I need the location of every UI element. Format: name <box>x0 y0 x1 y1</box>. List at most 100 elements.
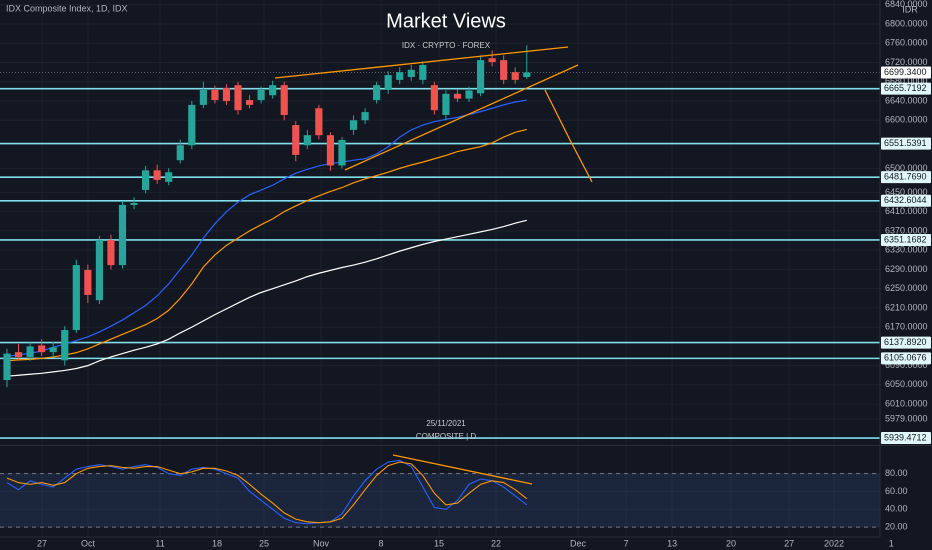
candle-body <box>292 125 300 155</box>
candle-body <box>234 85 242 111</box>
candle-body <box>269 85 277 96</box>
price-label: 6665.7192 <box>884 83 927 93</box>
price-label: 5939.4712 <box>884 432 927 442</box>
price-label-box <box>881 171 931 184</box>
x-tick-label: Nov <box>313 538 330 548</box>
x-tick-label: 15 <box>434 538 444 548</box>
chart-subtitle: IDX · CRYPTO · FOREX <box>402 41 491 50</box>
x-tick-label: Oct <box>81 538 96 548</box>
candle-body <box>303 135 311 146</box>
candle-body <box>280 85 288 115</box>
price-label: 6137.8920 <box>884 337 927 347</box>
y-tick-label: 6290.0000 <box>885 264 928 274</box>
candle-body <box>176 145 184 161</box>
price-label-box <box>881 352 931 365</box>
price-label-box <box>881 432 931 445</box>
price-label: 6432.6044 <box>884 195 927 205</box>
y-tick-label: 6720.0000 <box>885 57 928 67</box>
candle-body <box>407 69 415 77</box>
series-line <box>6 219 527 377</box>
price-label: 6105.0676 <box>884 353 927 363</box>
y-tick-label: 6010.0000 <box>885 398 928 408</box>
x-tick-label: 27 <box>37 538 47 548</box>
candle-body <box>61 330 69 361</box>
plot-layer <box>0 0 880 537</box>
price-label: 6699.3400 <box>884 67 927 77</box>
y-tick-label: 6050.0000 <box>885 379 928 389</box>
y-tick-label: 6840.0000 <box>885 0 928 9</box>
trend-line <box>344 64 579 171</box>
y-tick-label: 6640.0000 <box>885 95 928 105</box>
series-line <box>6 99 527 357</box>
y-tick-label: 6800.0000 <box>885 18 928 28</box>
candle-body <box>165 172 173 182</box>
candle-body <box>488 58 496 63</box>
candle-body <box>3 353 11 381</box>
candle-body <box>142 170 150 191</box>
candle-body <box>396 72 404 80</box>
candle-body <box>211 89 219 101</box>
x-tick-label: 8 <box>379 538 384 548</box>
y-tick-label: 6450.0000 <box>885 187 928 197</box>
x-tick-label: 7 <box>624 538 629 548</box>
price-label-box <box>881 137 931 150</box>
candle-body <box>453 93 462 99</box>
price-label-box <box>881 194 931 207</box>
y-tick-label: 6330.0000 <box>885 245 928 255</box>
y-tick-label: 6500.0000 <box>885 163 928 173</box>
candle-body <box>315 108 323 136</box>
candle-body <box>326 135 334 166</box>
y-tick-label: 6680.0000 <box>885 76 928 86</box>
candle-body <box>199 89 207 105</box>
y-tick-label: 40.00 <box>885 504 908 514</box>
candle-body <box>84 269 92 295</box>
projection-line <box>544 89 593 183</box>
divergence-line <box>392 454 533 485</box>
x-tick-label: 20 <box>726 538 736 548</box>
x-tick-label: Dec <box>570 538 587 548</box>
x-tick-label: 27 <box>784 538 794 548</box>
axis-layer: 27 Oct 11 18 25 Nov 8 15 22 Dec 7 13 20 27 2022 1 6840.0… <box>37 0 931 548</box>
candle-body <box>500 60 508 80</box>
price-label-box <box>881 66 931 79</box>
chart-title: Market Views <box>386 10 506 32</box>
y-axis-label: IDR <box>902 4 918 14</box>
candle-body <box>257 89 265 101</box>
candle-body <box>373 85 381 101</box>
series-line <box>6 461 528 524</box>
candle-body <box>118 204 127 266</box>
annotation: COMPOSITE | D <box>416 432 477 441</box>
candle-body <box>523 72 531 77</box>
trend-line <box>274 46 569 79</box>
y-tick-label: 6250.0000 <box>885 283 928 293</box>
annotation: 25/11/2021 <box>426 419 466 428</box>
price-label: 6551.5391 <box>884 138 927 148</box>
candle-body <box>38 345 46 353</box>
candle-body <box>442 93 450 115</box>
candle-body <box>430 85 438 111</box>
y-tick-label: 6410.0000 <box>885 206 928 216</box>
candle-body <box>72 265 80 331</box>
candle-body <box>188 104 196 146</box>
candle-body <box>14 352 23 357</box>
candle-body <box>476 60 485 94</box>
price-label-box <box>881 336 931 349</box>
y-tick-label: 6090.0000 <box>885 360 928 370</box>
y-tick-label: 6760.0000 <box>885 38 928 48</box>
y-tick-label: 80.00 <box>885 468 908 478</box>
series-line <box>6 459 528 525</box>
candle-body <box>465 90 473 99</box>
candle-body <box>245 100 254 105</box>
price-label: 6351.1682 <box>884 234 927 244</box>
candle-body <box>384 75 392 90</box>
price-label-box <box>881 82 931 95</box>
drawings <box>274 46 593 485</box>
x-tick-label: 18 <box>212 538 222 548</box>
candle-body <box>419 64 427 80</box>
candle-body <box>511 72 519 80</box>
candle-body <box>349 120 358 130</box>
candle-body <box>107 240 115 266</box>
candle-body <box>49 347 57 353</box>
